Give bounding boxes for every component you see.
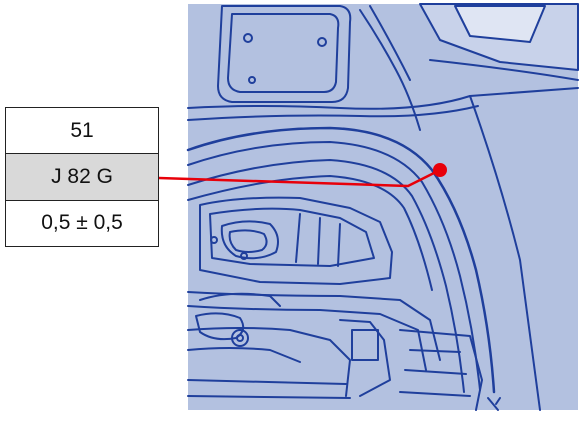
point-number-cell: 51 bbox=[70, 118, 94, 142]
tolerance-cell: 0,5 ± 0,5 bbox=[6, 199, 158, 246]
measurement-point-marker bbox=[433, 163, 447, 177]
measurement-label-box: 51 J 82 G 0,5 ± 0,5 bbox=[5, 107, 159, 247]
leader-line bbox=[158, 168, 441, 188]
measurement-code-cell: J 82 G bbox=[6, 153, 158, 200]
drawing-panel bbox=[188, 4, 578, 410]
drawing-linework bbox=[186, 3, 579, 411]
